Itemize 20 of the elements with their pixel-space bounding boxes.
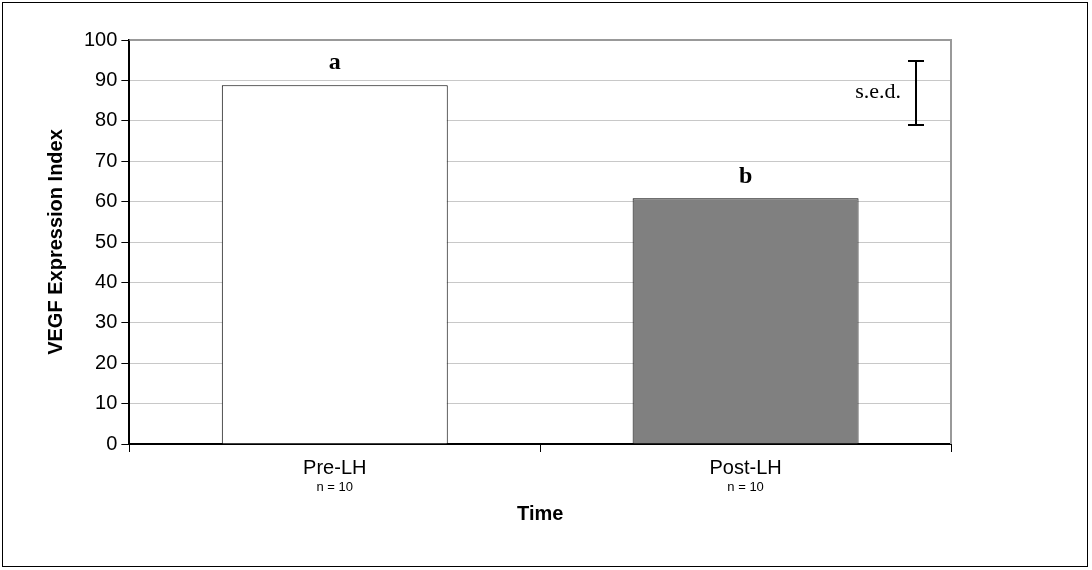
annotation: b (738, 161, 753, 188)
x-tick-label: Pre-LH (303, 455, 367, 478)
y-tick-label: 40 (95, 269, 118, 292)
text: n = 10 (727, 479, 764, 495)
x-tick-label: Post-LH (709, 455, 782, 478)
y-tick-label: 100 (83, 27, 118, 50)
y-tick-label: 50 (95, 229, 118, 252)
text: n = 10 (316, 479, 354, 495)
y-tick-label: 20 (95, 350, 118, 373)
y-axis-title: VEGF Expression Index (43, 129, 66, 355)
annotation: a (328, 48, 341, 75)
x-axis-title: Time (517, 501, 564, 524)
y-tick-label: 0 (106, 431, 118, 454)
y-tick-label: 70 (95, 148, 118, 171)
y-tick-label: 60 (95, 189, 118, 212)
y-tick-label: 90 (95, 67, 118, 90)
y-tick-label: 80 (95, 108, 118, 131)
y-tick-label: 10 (95, 391, 118, 414)
annotation: s.e.d. (855, 78, 901, 104)
y-tick-label: 30 (95, 310, 118, 333)
